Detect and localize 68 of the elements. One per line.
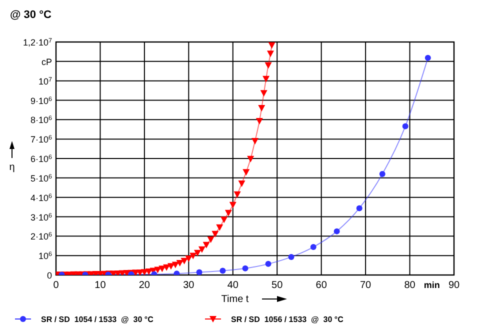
point — [266, 50, 274, 58]
point — [180, 258, 188, 264]
point — [268, 42, 276, 49]
point — [265, 260, 272, 267]
x-tick-label: 40 — [227, 280, 239, 291]
point — [194, 250, 202, 256]
x-tick-label: 80 — [404, 280, 416, 291]
x-tick-label: 20 — [138, 280, 150, 291]
point — [356, 205, 362, 212]
point — [212, 230, 219, 238]
point — [196, 269, 202, 275]
point — [234, 191, 241, 198]
point — [207, 236, 214, 243]
x-tick-label: 50 — [272, 280, 284, 291]
x-tick-label: 0 — [53, 280, 60, 291]
point — [310, 244, 316, 250]
point — [167, 263, 174, 270]
point — [185, 255, 192, 262]
y-tick-label: 0 — [46, 270, 52, 280]
y-tick-label: 4·10$^{6}$ — [30, 192, 52, 203]
point — [216, 224, 224, 231]
y-tick-label: 10$^{7}$ — [38, 76, 52, 86]
point — [238, 180, 246, 188]
point — [172, 262, 179, 268]
point — [220, 216, 228, 224]
point — [242, 169, 250, 176]
point — [288, 254, 294, 260]
y-tick-label: 8·10$^{6}$ — [30, 114, 52, 126]
x-tick-label: min — [424, 280, 440, 290]
x-tick-label: 30 — [183, 280, 195, 291]
y-tick-label: 2·10$^{6}$ — [30, 231, 52, 242]
point — [224, 210, 232, 216]
x-tick-label: 90 — [448, 280, 460, 291]
point — [262, 76, 270, 82]
point — [220, 268, 226, 274]
chart-title: @ 30 °C — [10, 9, 52, 21]
point — [252, 138, 258, 145]
y-tick-label: 6·10$^{6}$ — [30, 154, 52, 164]
y-tick-label: 10$^{6}$ — [38, 250, 52, 262]
legend-label: SR / SD 1054 / 1533 @ 30 °C — [41, 315, 154, 324]
point — [190, 252, 197, 260]
point — [264, 62, 272, 69]
point — [379, 171, 386, 178]
point — [402, 123, 408, 130]
point — [202, 242, 210, 248]
y-axis-title: η — [9, 162, 15, 173]
y-tick-label: 5·10$^{6}$ — [30, 172, 52, 184]
x-tick-label: 60 — [316, 280, 328, 291]
legend-label: SR / SD 1056 / 1533 @ 30 °C — [231, 315, 344, 324]
point — [247, 156, 254, 162]
x-tick-label: 70 — [360, 280, 372, 291]
point — [260, 90, 268, 97]
y-tick-label: 3·10$^{6}$ — [30, 212, 52, 222]
point — [229, 202, 236, 208]
point — [256, 118, 263, 125]
point — [258, 105, 266, 112]
y-tick-label: 7·10$^{6}$ — [30, 134, 52, 145]
point — [198, 246, 206, 253]
point — [334, 228, 340, 234]
x-axis-title: Time t — [221, 294, 249, 305]
y-tick-label: cP — [41, 56, 52, 67]
y-tick-label: 1,2·10$^{7}$ — [22, 37, 52, 48]
x-tick-label: 10 — [94, 280, 106, 291]
point — [158, 266, 166, 272]
point — [242, 265, 248, 272]
y-tick-label: 9·10$^{6}$ — [30, 95, 52, 106]
point — [176, 260, 184, 266]
point — [424, 54, 431, 61]
